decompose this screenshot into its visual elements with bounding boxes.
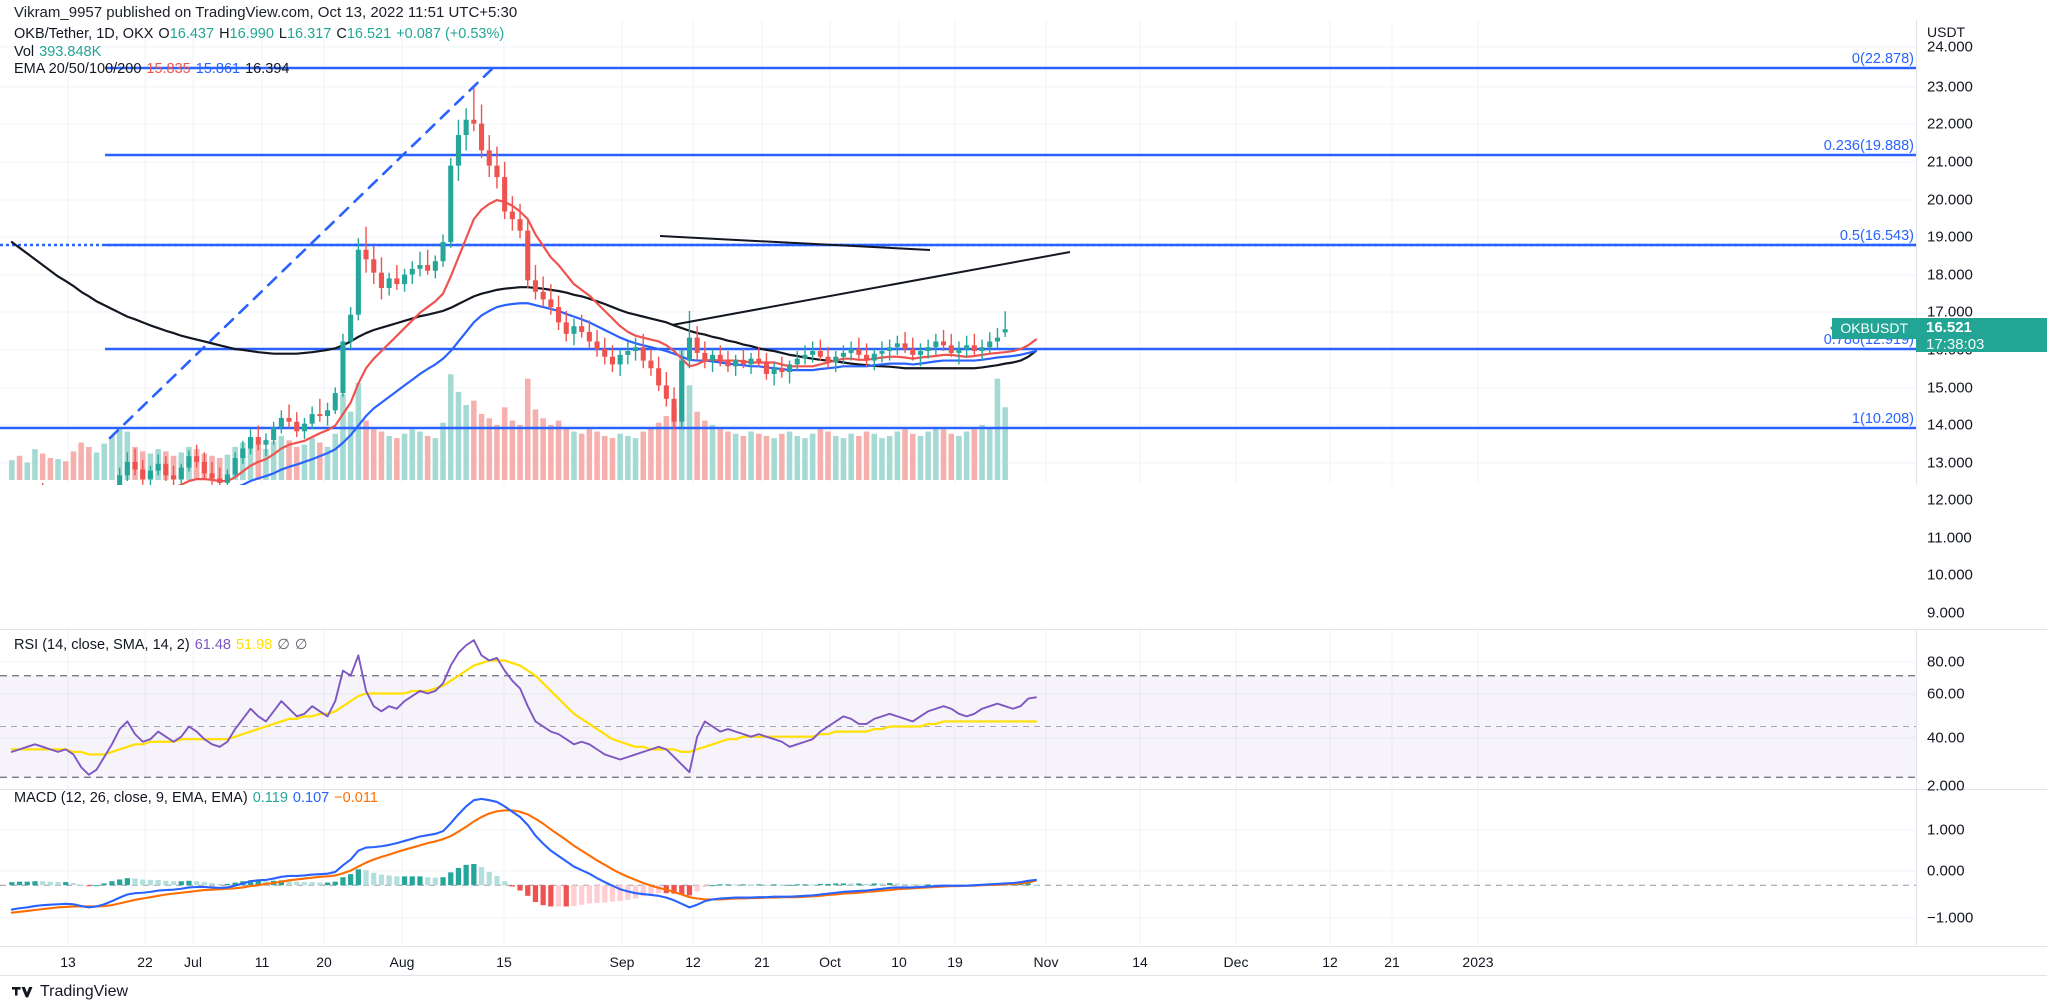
volume-legend-value: 393.848K [39,44,102,60]
time-axis-tick: 15 [496,954,512,970]
ema-legend[interactable]: EMA 20/50/100/200 15.835 15.861 16.394 [14,61,294,77]
price-axis-tick: 18.000 [1927,266,1973,284]
price-axis-tick: 22.000 [1927,115,1973,133]
price-axis-tick: 9.000 [1927,604,1965,622]
time-axis-tick: 19 [947,954,963,970]
rsi-legend-value-1: 61.48 [194,637,231,653]
price-chart-svg [0,20,1916,485]
time-axis-tick: 2023 [1462,954,1494,970]
price-axis-tick: 24.000 [1927,38,1973,56]
macd-chart-svg [0,790,1916,945]
time-axis-tick: 21 [754,954,770,970]
ema-legend-value-2: 15.861 [195,61,241,77]
pane-separator-macd [0,789,2047,790]
time-axis-tick: 21 [1384,954,1400,970]
time-axis[interactable]: 13 22 Jul 11 20 Aug 15 Sep 12 21 Oct 10 19 Nov 14 Dec 12… [0,946,2047,976]
time-axis-tick: 11 [254,954,270,970]
current-price-time: 17:38:03 [1926,336,1985,353]
fibonacci-level-label: 0(22.878) [1851,51,1914,67]
rsi-pane[interactable] [0,630,1916,790]
legend-close-label: C [336,26,347,42]
macd-axis-tick: 1.000 [1927,821,1965,839]
time-axis-tick: Dec [1223,954,1249,970]
time-axis-tick: 13 [60,954,76,970]
price-axis-tick: 23.000 [1927,78,1973,96]
price-legend[interactable]: OKB/Tether, 1D, OKX O16.437 H16.990 L16.317… [14,26,509,42]
macd-legend-value-2: 0.107 [292,790,330,806]
legend-open-value: 16.437 [169,26,215,42]
time-axis-tick: 20 [316,954,332,970]
macd-axis[interactable]: 2.000 1.000 0.000 −1.000 [1916,778,2047,945]
price-axis-tick: 21.000 [1927,153,1973,171]
current-price-value: 16.521 [1926,319,1972,336]
macd-legend-label: MACD (12, 26, close, 9, EMA, EMA) [14,790,248,806]
ema-legend-value-1: 15.835 [146,61,191,77]
time-axis-tick: 12 [685,954,701,970]
price-axis-tick: 10.000 [1927,566,1973,584]
price-axis-tick: 15.000 [1927,379,1973,397]
tradingview-logo-text: TradingView [40,983,129,1000]
macd-axis-tick: 2.000 [1927,777,1965,795]
fibonacci-level-label: 1(10.208) [1851,411,1914,427]
macd-legend[interactable]: MACD (12, 26, close, 9, EMA, EMA) 0.119 0.… [14,790,383,806]
price-axis-tick: 14.000 [1927,416,1973,434]
rsi-legend-value-2: 51.98 [235,637,273,653]
price-axis-tick: 20.000 [1927,191,1973,209]
legend-low-value: 16.317 [286,26,332,42]
time-axis-tick: 22 [137,954,153,970]
time-axis-tick: 14 [1132,954,1148,970]
legend-low-label: L [278,26,287,42]
rsi-legend-value-3: ∅ [277,637,290,653]
rsi-axis[interactable]: 80.00 60.00 40.00 [1916,630,2047,790]
rsi-legend[interactable]: RSI (14, close, SMA, 14, 2) 61.48 51.98 ∅ ∅ [14,637,313,653]
time-axis-tick: Sep [609,954,635,970]
legend-change-value: +0.087 (+0.53%) [396,26,505,42]
price-axis-unit: USDT [1927,24,1966,40]
macd-axis-tick: 0.000 [1927,862,1965,880]
rsi-legend-value-4: ∅ [294,637,308,653]
macd-axis-tick: −1.000 [1927,909,1974,927]
macd-pane[interactable] [0,790,1916,945]
price-axis-tick: 11.000 [1927,529,1972,547]
bottom-bar: TradingView [0,977,2047,1006]
rsi-axis-tick: 60.00 [1927,685,1965,703]
pane-separator-rsi [0,629,2047,630]
fibonacci-level-label: 0.236(19.888) [1823,138,1914,154]
time-axis-tick: 10 [891,954,907,970]
rsi-axis-tick: 80.00 [1927,653,1965,671]
tradingview-logo[interactable]: TradingView [12,983,128,1001]
price-axis-tick: 19.000 [1927,228,1973,246]
ema-legend-value-3: 16.394 [245,61,290,77]
legend-open-label: O [158,26,170,42]
tradingview-logo-icon [12,986,33,997]
price-axis-tick: 12.000 [1927,491,1973,509]
time-axis-tick: Oct [819,954,841,970]
time-axis-tick: Aug [389,954,415,970]
ticker-tag: OKBUSDT [1830,318,1916,339]
legend-high-label: H [219,26,230,42]
rsi-legend-label: RSI (14, close, SMA, 14, 2) [14,637,190,653]
price-axis-tick: 13.000 [1927,454,1973,472]
rsi-axis-tick: 40.00 [1927,729,1965,747]
legend-close-value: 16.521 [346,26,392,42]
legend-high-value: 16.990 [229,26,274,42]
ema-legend-label: EMA 20/50/100/200 [14,61,142,77]
legend-symbol: OKB/Tether, 1D, OKX [14,26,154,42]
price-axis[interactable]: USDT 24.000 23.000 22.000 21.000 20.000 19.00… [1916,20,2047,622]
time-axis-tick: Nov [1033,954,1059,970]
macd-legend-value-1: 0.119 [252,790,288,806]
volume-legend[interactable]: Vol 393.848K [14,44,106,60]
macd-legend-value-3: −0.011 [334,790,378,806]
publisher-line: Vikram_9957 published on TradingView.com… [14,4,518,21]
fibonacci-level-label: 0.5(16.543) [1839,228,1914,244]
current-price-badge: 16.521 17:38:03 [1916,318,2047,353]
price-axis-tick: 17.000 [1927,303,1973,321]
volume-legend-label: Vol [14,44,35,60]
price-pane[interactable] [0,20,1916,485]
time-axis-tick: Jul [184,954,202,970]
rsi-chart-svg [0,630,1916,790]
time-axis-tick: 12 [1322,954,1338,970]
